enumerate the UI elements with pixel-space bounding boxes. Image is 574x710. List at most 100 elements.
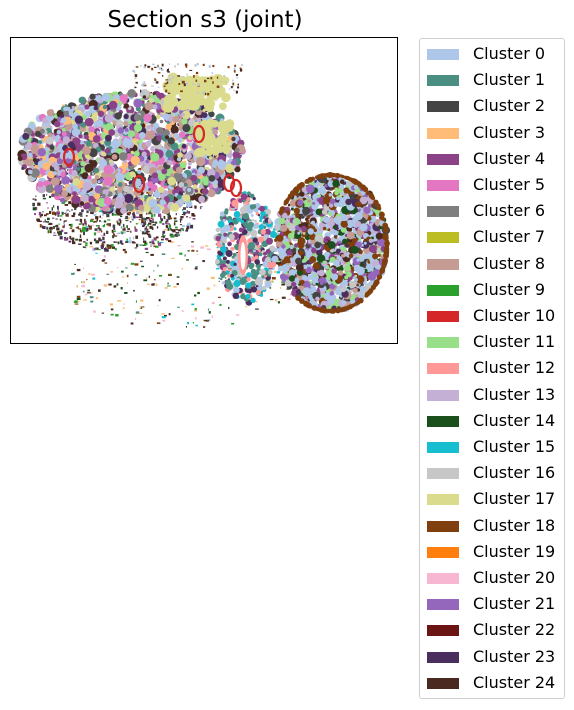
tissue-spot xyxy=(123,113,129,120)
tissue-spot xyxy=(314,241,321,249)
tissue-spot xyxy=(186,259,189,261)
tissue-spot xyxy=(82,267,85,269)
tissue-spot xyxy=(189,200,192,203)
tissue-spot xyxy=(134,226,136,230)
tissue-spot xyxy=(165,150,174,159)
tissue-spot xyxy=(295,263,304,272)
tissue-spot xyxy=(155,237,157,241)
tissue-spot xyxy=(158,275,163,277)
tissue-spot xyxy=(335,248,342,254)
tissue-spot xyxy=(207,189,216,198)
tissue-spot xyxy=(152,242,155,245)
tissue-spot xyxy=(332,173,337,178)
tissue-spot xyxy=(101,312,105,314)
tissue-spot xyxy=(102,104,108,110)
tissue-spot xyxy=(45,184,54,193)
tissue-spot xyxy=(55,134,61,140)
tissue-spot xyxy=(343,187,350,194)
tissue-spot xyxy=(215,178,225,188)
tissue-spot xyxy=(164,235,166,237)
tissue-spot xyxy=(17,156,23,162)
tissue-spot xyxy=(160,216,162,220)
tissue-spot xyxy=(123,120,129,127)
tissue-spot xyxy=(153,245,156,248)
tissue-spot xyxy=(373,199,377,203)
tissue-spot xyxy=(183,212,186,216)
tissue-spot xyxy=(350,245,359,254)
tissue-spot xyxy=(116,220,118,223)
tissue-spot xyxy=(146,277,148,280)
tissue-spot xyxy=(88,224,90,228)
tissue-spot xyxy=(316,174,322,179)
tissue-spot xyxy=(178,131,186,138)
tissue-spot xyxy=(135,223,138,225)
tissue-spot xyxy=(191,105,197,111)
tissue-spot xyxy=(79,212,83,216)
tissue-spot xyxy=(121,233,123,235)
tissue-spot xyxy=(62,225,65,229)
tissue-spot xyxy=(123,164,128,169)
tissue-spot xyxy=(302,232,306,235)
tissue-spot xyxy=(81,194,89,203)
tissue-spot xyxy=(132,215,136,219)
tissue-spot xyxy=(104,113,114,123)
tissue-spot xyxy=(93,213,97,217)
tissue-spot xyxy=(135,216,140,219)
tissue-spot xyxy=(315,208,323,216)
tissue-spot xyxy=(245,305,247,308)
tissue-spot xyxy=(61,190,68,198)
tissue-spot xyxy=(132,212,134,215)
tissue-spot xyxy=(37,202,41,206)
tissue-spot xyxy=(74,303,79,305)
tissue-spot xyxy=(101,217,103,219)
tissue-spot xyxy=(120,287,123,290)
tissue-spot xyxy=(371,196,376,201)
tissue-spot xyxy=(201,112,208,118)
tissue-spot xyxy=(199,206,202,210)
tissue-spot xyxy=(109,161,115,167)
tissue-spot xyxy=(83,241,86,243)
tissue-spot xyxy=(47,132,53,138)
tissue-spot xyxy=(99,159,108,168)
tissue-spot xyxy=(347,177,351,180)
tissue-spot xyxy=(224,277,227,279)
tissue-spot xyxy=(176,283,179,286)
tissue-spot xyxy=(76,268,81,272)
tissue-spot xyxy=(278,217,286,225)
tissue-spot xyxy=(291,281,297,287)
tissue-spot xyxy=(21,166,25,170)
tissue-spot xyxy=(195,266,198,268)
tissue-spot xyxy=(269,298,274,301)
tissue-spot xyxy=(126,212,130,216)
tissue-spot xyxy=(123,231,126,234)
tissue-spot xyxy=(115,314,119,317)
tissue-spot xyxy=(118,223,121,226)
tissue-spot xyxy=(68,240,71,243)
tissue-spot xyxy=(212,183,218,189)
tissue-spot xyxy=(166,219,169,223)
tissue-spot xyxy=(315,282,319,286)
tissue-spot xyxy=(138,168,142,171)
tissue-spot xyxy=(322,196,331,205)
tissue-spot xyxy=(82,223,85,226)
tissue-spot xyxy=(119,240,123,244)
tissue-spot xyxy=(205,118,215,128)
tissue-spot xyxy=(113,233,115,236)
tissue-spot xyxy=(289,199,297,207)
tissue-spot xyxy=(385,235,389,239)
tissue-spot xyxy=(168,239,172,243)
tissue-spot xyxy=(53,225,55,229)
tissue-spot xyxy=(95,206,101,212)
tissue-spot xyxy=(181,213,184,215)
tissue-spot xyxy=(90,212,94,214)
tissue-spot xyxy=(234,166,241,173)
tissue-spot xyxy=(186,93,193,100)
tissue-spot xyxy=(144,232,147,234)
tissue-spot xyxy=(69,235,72,240)
tissue-spot xyxy=(116,194,125,204)
tissue-spot xyxy=(113,182,118,186)
tissue-spot xyxy=(42,221,46,223)
tissue-spot xyxy=(236,252,240,254)
tissue-spot xyxy=(211,76,224,88)
tissue-spot xyxy=(78,243,82,245)
